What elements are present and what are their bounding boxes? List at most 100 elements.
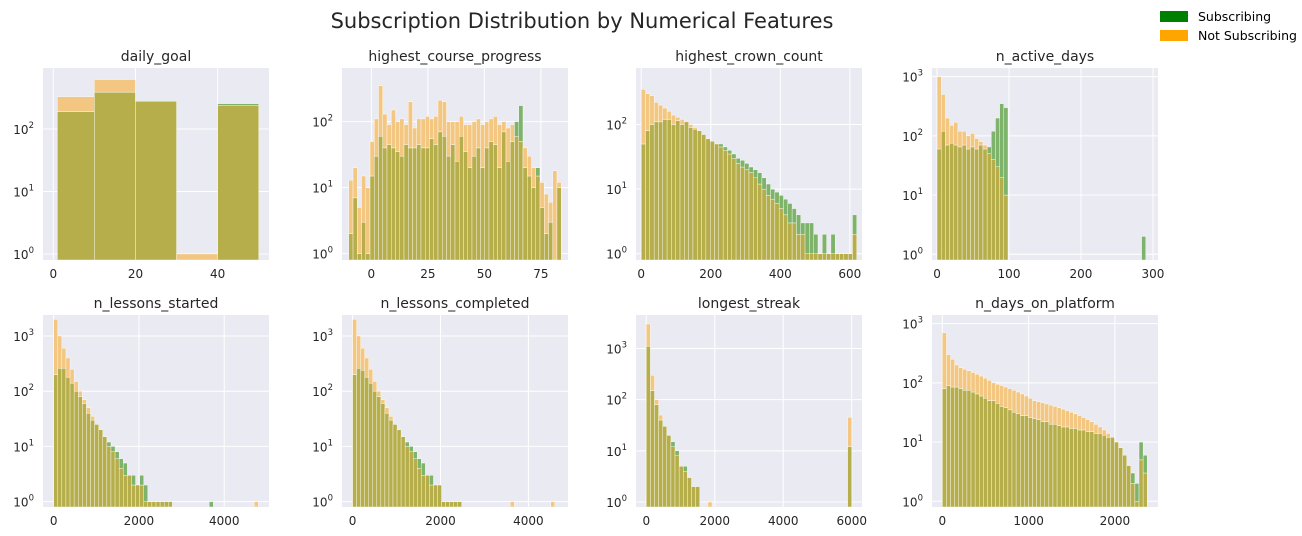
bar-overlap	[936, 148, 942, 261]
bar-subscribing	[421, 462, 426, 476]
bar-overlap	[991, 159, 996, 261]
bar-not-subscribing	[420, 118, 426, 149]
bar-not-subscribing	[970, 372, 976, 393]
y-tick-label: 101	[902, 434, 923, 450]
bar-not-subscribing	[950, 359, 955, 388]
bar-overlap	[531, 187, 536, 261]
bar-overlap	[974, 393, 980, 508]
bar-overlap	[791, 222, 797, 261]
legend-label-subscribing: Subscribing	[1198, 9, 1271, 24]
bar-not-subscribing	[57, 96, 95, 112]
bar-not-subscribing	[1007, 388, 1013, 411]
bar-overlap	[999, 177, 1005, 261]
x-tick-label: 2000	[425, 514, 456, 528]
y-tick-label: 103	[312, 328, 333, 344]
x-tick-label: 0	[939, 514, 947, 528]
x-tick-label: 200	[699, 267, 722, 281]
bar-overlap	[695, 486, 700, 508]
bar-overlap	[106, 446, 112, 508]
bar-overlap	[1106, 437, 1111, 508]
bar-not-subscribing	[707, 501, 713, 508]
bar-not-subscribing	[1011, 390, 1017, 413]
bar-overlap	[135, 101, 177, 261]
bar-not-subscribing	[942, 332, 947, 389]
bar-overlap	[395, 151, 400, 261]
bar-not-subscribing	[1040, 402, 1045, 422]
bar-subscribing	[744, 163, 750, 170]
panel-n-lessons-completed: n_lessons_completed 0 2000 4000 100 101 102 103	[312, 296, 568, 528]
bar-not-subscribing	[1028, 398, 1033, 418]
bar-not-subscribing	[666, 111, 672, 120]
bar-overlap	[740, 166, 745, 261]
bar-overlap	[1073, 428, 1078, 508]
bar-overlap	[995, 403, 1000, 508]
bar-overlap	[1077, 429, 1082, 508]
bar-overlap	[787, 222, 793, 261]
y-tick-label: 102	[606, 392, 627, 408]
bar-subscribing	[1142, 454, 1148, 474]
bar-overlap	[970, 391, 976, 508]
bar-not-subscribing	[1052, 406, 1058, 425]
bar-not-subscribing	[991, 382, 996, 401]
y-tick-label: 100	[312, 494, 333, 510]
bar-overlap	[666, 119, 672, 261]
x-tick-label: 2000	[699, 514, 730, 528]
bar-overlap	[671, 124, 676, 261]
bar-subscribing	[774, 191, 780, 204]
bar-not-subscribing	[437, 100, 443, 133]
bar-subscribing	[1141, 236, 1146, 261]
bar-overlap	[722, 150, 728, 261]
bar-overlap	[376, 396, 382, 508]
bar-not-subscribing	[399, 118, 405, 157]
y-tick-label: 101	[606, 181, 627, 197]
bar-overlap	[714, 143, 720, 261]
bar-overlap	[1069, 428, 1074, 508]
bar-not-subscribing	[961, 130, 967, 146]
x-tick-label: 2000	[124, 514, 155, 528]
bar-overlap	[404, 446, 410, 508]
x-tick-label: 1000	[1013, 514, 1044, 528]
bar-overlap	[399, 155, 405, 261]
bar-not-subscribing	[658, 414, 663, 421]
bar-not-subscribing	[1106, 433, 1111, 438]
bar-overlap	[480, 167, 485, 261]
x-tick-label: 4000	[513, 514, 544, 528]
bar-not-subscribing	[1056, 407, 1062, 426]
x-tick-label: 0	[50, 514, 58, 528]
bar-not-subscribing	[94, 79, 136, 93]
bar-overlap	[497, 167, 502, 261]
bar-not-subscribing	[372, 381, 378, 392]
bar-not-subscribing	[645, 93, 651, 131]
bar-subscribing	[718, 143, 724, 148]
bar-overlap	[1093, 433, 1099, 508]
bar-not-subscribing	[1048, 404, 1054, 425]
legend-label-not-subscribing: Not Subscribing	[1198, 28, 1297, 43]
bar-overlap	[69, 382, 75, 508]
bar-overlap	[809, 253, 814, 261]
bar-overlap	[147, 501, 153, 508]
bar-overlap	[522, 167, 528, 261]
y-tick-label: 100	[13, 494, 34, 510]
bar-not-subscribing	[979, 375, 984, 397]
bar-overlap	[683, 471, 688, 508]
bar-overlap	[544, 233, 549, 261]
bar-overlap	[778, 208, 784, 261]
bar-overlap	[454, 161, 460, 261]
panel-daily-goal: daily_goal 0 20 40 100 101 102	[13, 49, 269, 281]
bar-not-subscribing	[65, 357, 71, 378]
panel-title: highest_course_progress	[368, 49, 541, 65]
bar-overlap	[761, 188, 767, 261]
bar-overlap	[1028, 417, 1033, 508]
bar-not-subscribing	[970, 133, 975, 148]
bar-overlap	[847, 446, 852, 508]
bar-not-subscribing	[641, 89, 646, 145]
bar-subscribing	[1138, 441, 1144, 461]
bar-overlap	[463, 151, 468, 261]
bar-not-subscribing	[1073, 413, 1078, 429]
bar-overlap	[813, 253, 819, 261]
bar-overlap	[360, 370, 365, 508]
bar-not-subscribing	[650, 375, 655, 391]
x-tick-label: 200	[1070, 267, 1093, 281]
bar-overlap	[131, 484, 136, 508]
bar-overlap	[1134, 501, 1140, 508]
